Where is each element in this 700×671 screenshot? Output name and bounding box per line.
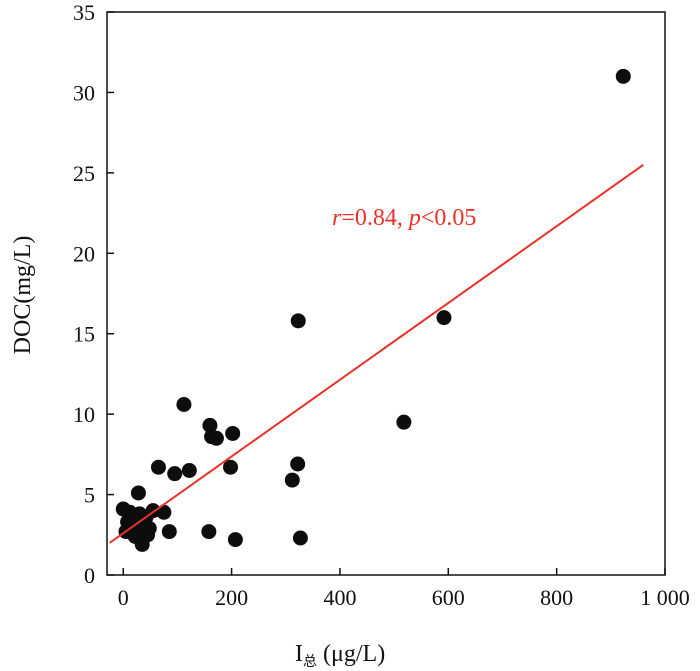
x-tick-label: 1 000 (640, 585, 690, 610)
y-tick-label: 35 (73, 0, 95, 25)
data-point (284, 472, 300, 488)
data-point (130, 485, 146, 501)
data-point (150, 459, 166, 475)
data-point (290, 313, 306, 329)
x-tick-label: 600 (432, 585, 465, 610)
y-axis-title: DOC(mg/L) (10, 236, 36, 355)
x-tick-label: 400 (323, 585, 356, 610)
data-point (227, 532, 243, 548)
data-point (436, 310, 452, 326)
data-point (202, 417, 218, 433)
r-value: =0.84, (341, 205, 409, 231)
x-tick-label: 0 (118, 585, 129, 610)
data-point (141, 520, 157, 536)
y-tick-label: 5 (84, 483, 95, 508)
x-tick-label: 800 (540, 585, 573, 610)
x-axis-title: I总 (μg/L) (295, 641, 385, 670)
data-point (181, 462, 197, 478)
data-point (208, 430, 224, 446)
data-point (167, 466, 183, 482)
data-point (290, 456, 306, 472)
data-point (223, 459, 239, 475)
p-value: <0.05 (421, 205, 477, 231)
data-point (161, 524, 177, 540)
data-point (176, 396, 192, 412)
x-axis-ticks: 0 200 400 600 800 1 000 (118, 568, 690, 610)
regression-line (109, 163, 644, 544)
correlation-annotation: r=0.84, p<0.05 (332, 205, 476, 231)
data-point (615, 68, 631, 84)
r-symbol: r (332, 205, 342, 231)
data-point (225, 425, 241, 441)
y-tick-label: 10 (73, 402, 95, 427)
data-point (292, 530, 308, 546)
y-tick-label: 0 (84, 563, 95, 588)
x-axis-title-unit: (μg/L) (323, 641, 385, 667)
y-tick-label: 20 (73, 241, 95, 266)
y-tick-label: 25 (73, 161, 95, 186)
x-tick-label: 200 (215, 585, 248, 610)
y-tick-label: 30 (73, 80, 95, 105)
y-axis-ticks: 0 5 10 15 20 25 30 35 (73, 0, 114, 588)
x-axis-title-main: I (295, 641, 303, 667)
data-point (156, 504, 172, 520)
data-point (201, 524, 217, 540)
y-tick-label: 15 (73, 322, 95, 347)
x-axis-title-subscript: 总 (303, 654, 317, 670)
p-symbol: p (407, 205, 421, 231)
plot-frame (106, 11, 666, 576)
data-point (396, 414, 412, 430)
data-points (115, 68, 631, 552)
